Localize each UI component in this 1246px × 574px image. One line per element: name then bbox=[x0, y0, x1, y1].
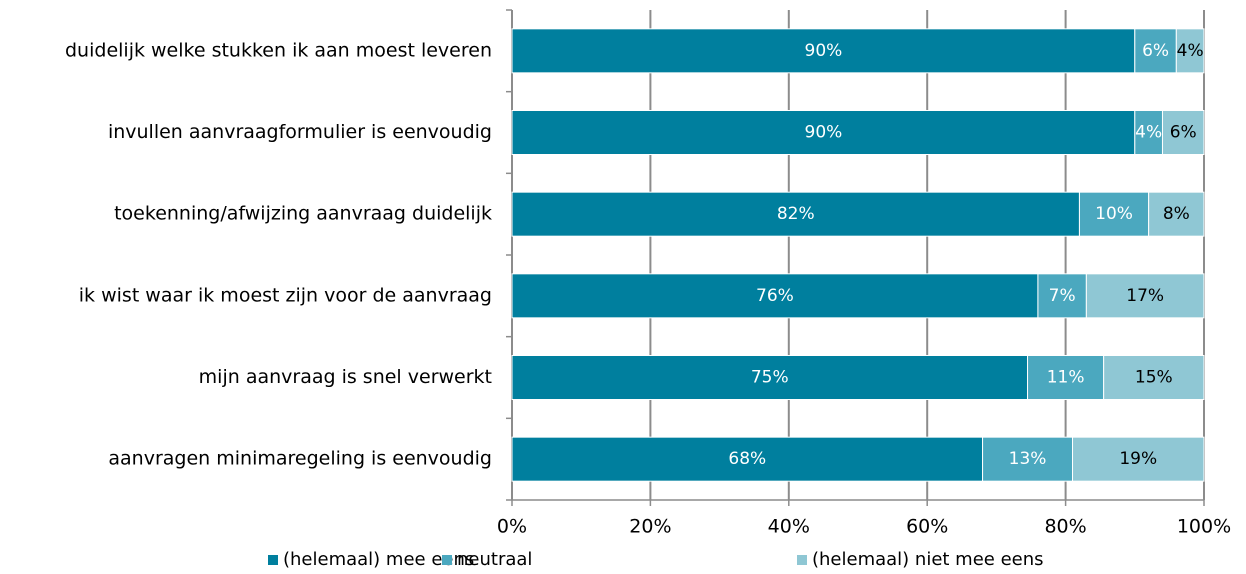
x-tick-label: 0% bbox=[497, 516, 527, 538]
y-tick-label: ik wist waar ik moest zijn voor de aanvr… bbox=[79, 284, 492, 306]
value-label: 15% bbox=[1135, 368, 1173, 388]
value-label: 90% bbox=[805, 41, 843, 61]
value-label: 6% bbox=[1142, 41, 1169, 61]
y-tick-label: mijn aanvraag is snel verwerkt bbox=[199, 366, 492, 388]
value-label: 90% bbox=[805, 123, 843, 143]
value-label: 13% bbox=[1009, 449, 1047, 469]
bar-segment bbox=[1161, 110, 1205, 155]
x-tick-label: 60% bbox=[906, 516, 948, 538]
bar-segment bbox=[1027, 355, 1105, 400]
value-label: 8% bbox=[1163, 204, 1190, 224]
legend-label: neutraal bbox=[457, 549, 532, 570]
bar-segment bbox=[1134, 110, 1163, 155]
value-label: 76% bbox=[756, 286, 794, 306]
value-label: 4% bbox=[1177, 41, 1204, 61]
bar-segment bbox=[511, 355, 1029, 400]
legend-label: (helemaal) niet mee eens bbox=[812, 549, 1044, 570]
value-label: 4% bbox=[1135, 123, 1162, 143]
bar-segment bbox=[982, 436, 1074, 482]
y-tick-label: toekenning/afwijzing aanvraag duidelijk bbox=[114, 203, 492, 225]
value-label: 82% bbox=[777, 204, 815, 224]
x-tick-label: 20% bbox=[629, 516, 671, 538]
value-label: 17% bbox=[1126, 286, 1164, 306]
bar-segment bbox=[1148, 191, 1205, 237]
y-tick-label: duidelijk welke stukken ik aan moest lev… bbox=[65, 39, 492, 61]
bar-segment bbox=[1078, 191, 1150, 237]
bar-segment bbox=[511, 110, 1136, 155]
bar-segment bbox=[511, 436, 984, 482]
y-tick-label: invullen aanvraagformulier is eenvoudig bbox=[108, 121, 492, 143]
x-tick-label: 100% bbox=[1177, 516, 1231, 538]
y-tick-label: aanvragen minimaregeling is eenvoudig bbox=[108, 448, 492, 470]
legend-swatch bbox=[797, 555, 807, 565]
value-label: 7% bbox=[1049, 286, 1076, 306]
value-label: 68% bbox=[728, 449, 766, 469]
legend-swatch bbox=[442, 555, 452, 565]
legend-label: (helemaal) mee eens bbox=[283, 549, 474, 570]
bar-segment bbox=[1103, 355, 1205, 400]
bar-segment bbox=[1175, 28, 1205, 74]
x-tick-label: 80% bbox=[1044, 516, 1086, 538]
bar-segment bbox=[1072, 436, 1205, 482]
bar-segment bbox=[1085, 273, 1205, 319]
value-label: 75% bbox=[751, 368, 789, 388]
x-tick-label: 40% bbox=[768, 516, 810, 538]
value-label: 10% bbox=[1095, 204, 1133, 224]
bar-segment bbox=[1037, 273, 1087, 319]
value-label: 19% bbox=[1119, 449, 1157, 469]
bar-segment bbox=[511, 273, 1039, 319]
legend-swatch bbox=[268, 555, 278, 565]
value-label: 6% bbox=[1170, 123, 1197, 143]
value-label: 11% bbox=[1047, 368, 1085, 388]
